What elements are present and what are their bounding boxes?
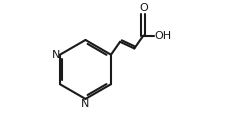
- Text: OH: OH: [154, 30, 171, 41]
- Text: O: O: [139, 3, 148, 13]
- Text: N: N: [81, 99, 90, 109]
- Text: N: N: [51, 50, 60, 60]
